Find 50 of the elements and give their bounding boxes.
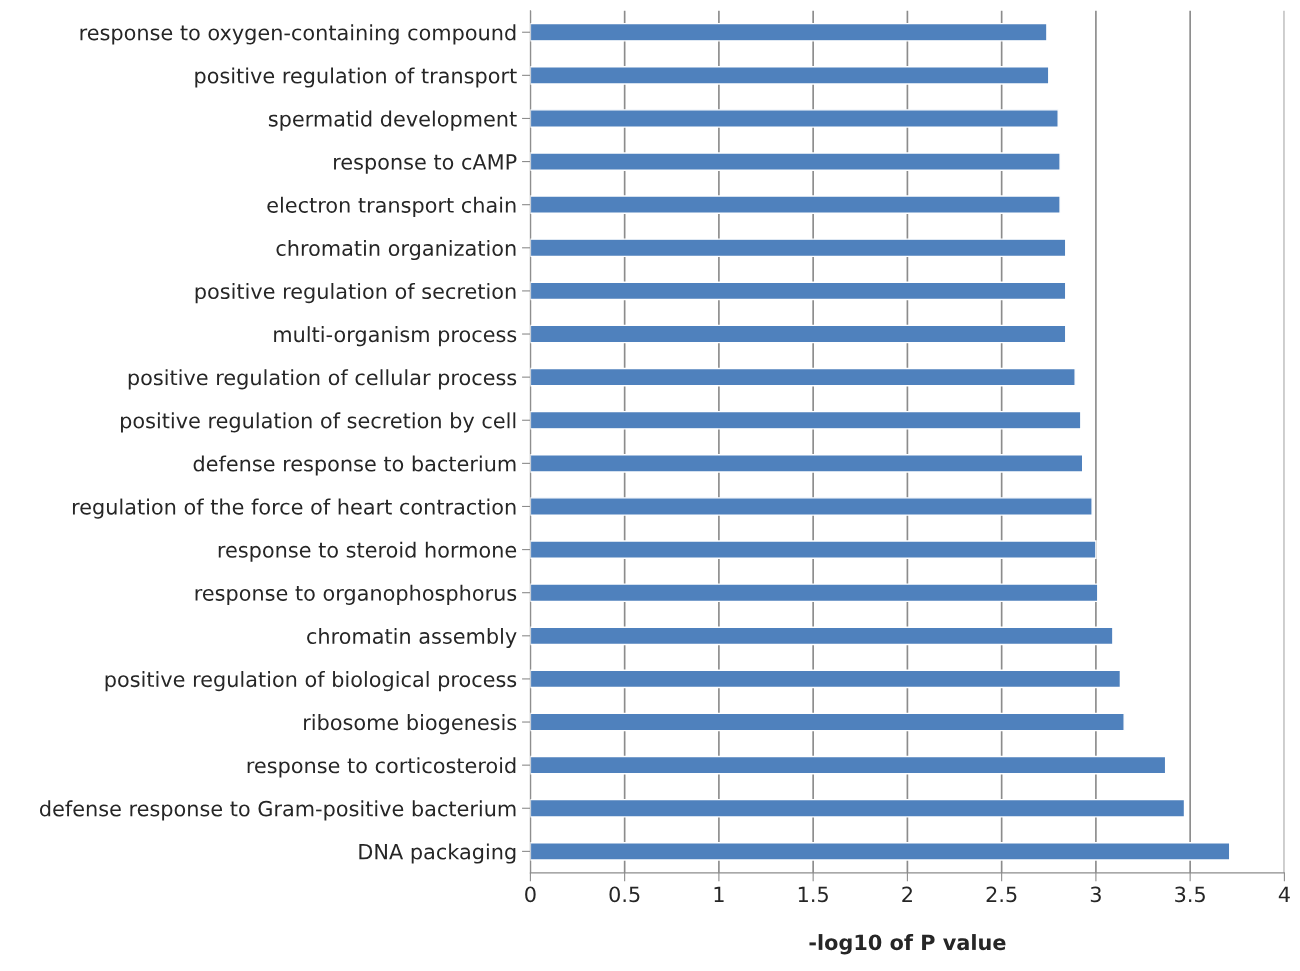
bar <box>530 195 1061 215</box>
bar <box>530 540 1097 559</box>
y-tick-label: response to oxygen-containing compound <box>80 24 516 45</box>
y-tick-label: response to cAMP <box>334 154 517 174</box>
y-tick-label: multi-organism process <box>274 326 517 347</box>
bar <box>530 238 1067 258</box>
bar <box>530 22 1048 42</box>
y-tick-label: chromatin organization <box>276 239 516 261</box>
bar <box>530 152 1061 171</box>
bar <box>530 281 1067 301</box>
x-tick-label: 4 <box>1278 886 1290 902</box>
y-tick-label: electron transport chain <box>267 196 516 217</box>
y-tick-label: response to steroid hormone <box>218 541 517 562</box>
x-tick-label: 0.5 <box>609 886 640 903</box>
y-tick-label: positive regulation of cellular process <box>128 369 517 390</box>
x-tick-label: 1.5 <box>798 886 828 903</box>
x-tick-label: 0 <box>525 886 536 903</box>
bar <box>530 798 1186 818</box>
x-tick-label: 3.5 <box>1175 886 1205 903</box>
y-tick-label: defense response to Gram-positive bacterium <box>39 800 516 821</box>
y-tick-label: response to organophosphorus <box>195 584 517 605</box>
bar <box>530 109 1059 128</box>
bar <box>530 497 1093 516</box>
bar <box>530 324 1067 344</box>
bar <box>530 712 1125 732</box>
bar <box>530 583 1099 603</box>
y-tick-label: DNA packaging <box>359 843 516 864</box>
y-tick-label: positive regulation of secretion by cell <box>121 412 516 433</box>
y-tick-label: response to corticosteroid <box>247 757 516 778</box>
y-tick-label: spermatid development <box>268 110 517 131</box>
x-tick-label: 3 <box>1090 886 1101 903</box>
y-tick-label: regulation of the force of heart contraction <box>72 498 516 519</box>
bar <box>530 669 1122 689</box>
bar <box>530 626 1114 646</box>
x-tick-label: 1 <box>714 886 724 902</box>
bar <box>530 842 1231 861</box>
bar <box>530 755 1167 775</box>
bar <box>530 410 1082 430</box>
bar <box>530 454 1084 473</box>
y-tick-label: positive regulation of secretion <box>195 283 516 304</box>
y-tick-label: ribosome biogenesis <box>304 714 517 735</box>
y-tick-label: positive regulation of transport <box>195 67 517 88</box>
bar <box>530 367 1076 387</box>
x-tick-label: 2.5 <box>986 886 1017 903</box>
y-tick-label: positive regulation of biological process <box>105 671 517 692</box>
y-tick-label: chromatin assembly <box>307 627 517 649</box>
x-tick-label: 2 <box>902 886 912 902</box>
y-tick-label: defense response to bacterium <box>193 455 516 476</box>
x-axis-title: -log10 of P value <box>809 934 1006 955</box>
bar <box>530 66 1050 85</box>
